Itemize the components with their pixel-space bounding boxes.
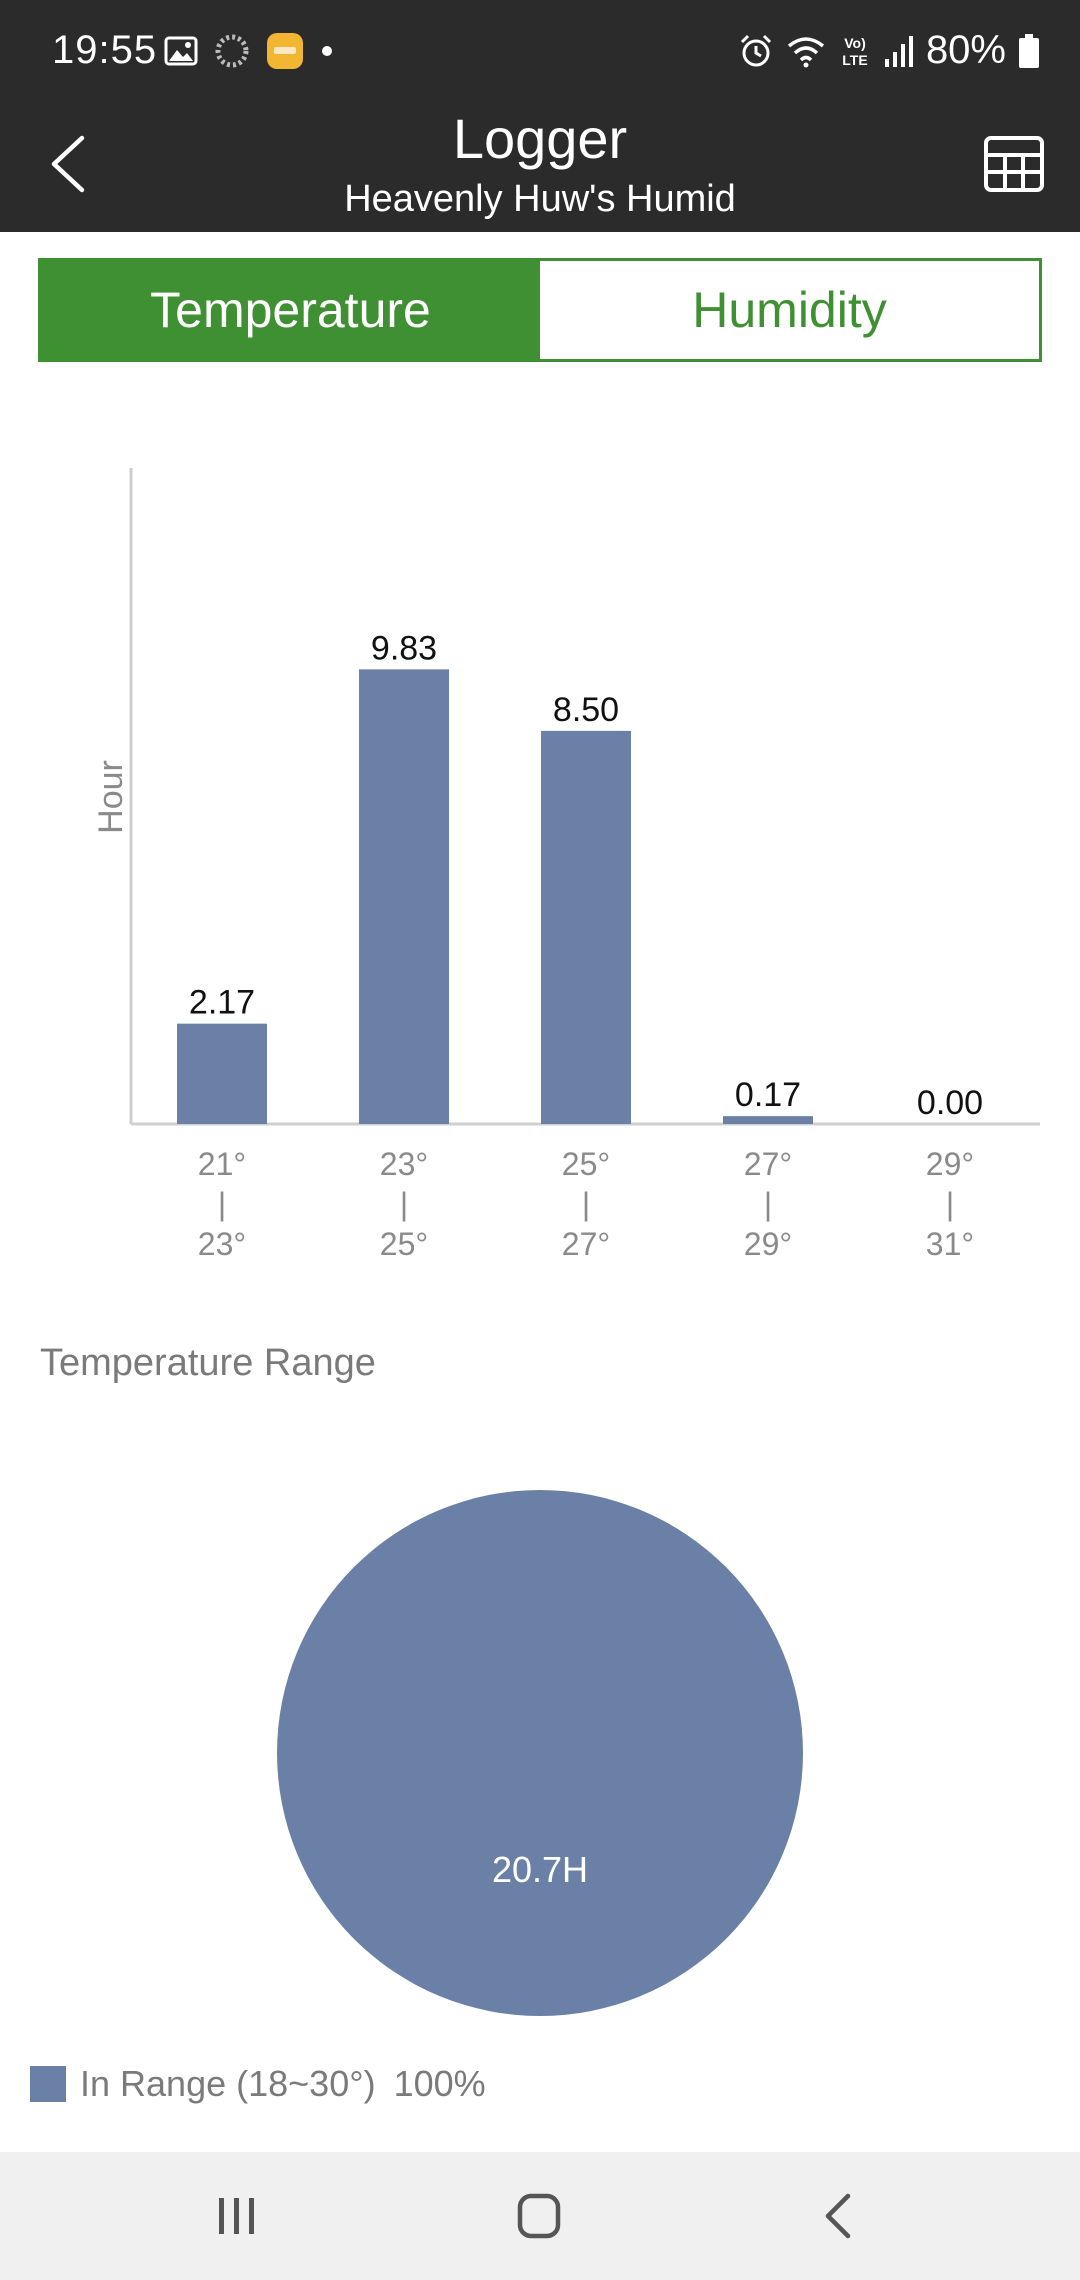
table-view-icon[interactable] [976, 126, 1052, 202]
dot-icon [322, 46, 332, 56]
page-title: Logger [452, 107, 628, 170]
x-tick-label-to: 23° [198, 1226, 246, 1262]
signal-icon [884, 35, 913, 67]
x-tick-separator: | [400, 1186, 408, 1222]
pie-center-label: 20.7H [492, 1849, 588, 1890]
metric-toggle: Temperature Humidity [38, 258, 1042, 362]
pie-slice-in-range [277, 1490, 803, 2016]
svg-text:Vo): Vo) [844, 35, 866, 51]
temperature-range-pie: 20.7H [277, 1490, 803, 2016]
legend-label: In Range (18~30°) [80, 2063, 376, 2104]
alarm-icon [740, 34, 771, 66]
bar-value-label: 0.17 [735, 1076, 801, 1114]
app-bar: Logger Heavenly Huw's Humid [0, 104, 1080, 232]
bar [359, 669, 449, 1124]
home-icon[interactable] [509, 2188, 569, 2244]
x-tick-separator: | [218, 1186, 226, 1222]
y-axis-label: Hour [92, 760, 130, 834]
bar-value-label: 8.50 [553, 691, 619, 729]
page-subtitle: Heavenly Huw's Humid [344, 178, 736, 220]
status-time: 19:55 [52, 28, 158, 72]
pie-legend: In Range (18~30°) 100% [30, 2063, 486, 2105]
bar [541, 730, 631, 1124]
system-nav-bar [0, 2152, 1080, 2280]
x-tick-separator: | [764, 1186, 772, 1222]
x-tick-label-from: 23° [380, 1146, 428, 1182]
bar-value-label: 0.00 [917, 1084, 983, 1122]
recent-apps-icon[interactable] [207, 2188, 267, 2244]
back-arrow-icon[interactable] [36, 124, 108, 204]
app-notification-icon [267, 33, 303, 69]
gallery-icon [164, 36, 198, 66]
temperature-histogram: Hour 2.17 21° | 23° 9.83 23° | 25° 8.50 25° | 27° 0.1… [92, 468, 1040, 1262]
tab-temperature[interactable]: Temperature [41, 261, 540, 359]
temperature-range-title: Temperature Range [40, 1342, 376, 1384]
x-tick-separator: | [946, 1186, 954, 1222]
x-tick-separator: | [582, 1186, 590, 1222]
legend-swatch [30, 2066, 66, 2102]
x-tick-label-to: 25° [380, 1226, 428, 1262]
svg-text:LTE: LTE [842, 52, 867, 68]
wifi-icon [787, 36, 825, 67]
x-tick-label-to: 29° [744, 1226, 792, 1262]
bar [723, 1116, 813, 1124]
battery-percent: 80% [925, 28, 1006, 72]
x-tick-label-from: 27° [744, 1146, 792, 1182]
x-tick-label-to: 31° [926, 1226, 974, 1262]
bar [177, 1023, 267, 1124]
loading-ring-icon [215, 34, 249, 68]
nav-back-icon[interactable] [811, 2188, 871, 2244]
status-bar: 19:55 Vo) LTE [0, 0, 1080, 104]
x-tick-label-from: 29° [926, 1146, 974, 1182]
volte-icon: Vo) LTE [842, 35, 867, 68]
bar-value-label: 2.17 [189, 984, 255, 1022]
x-tick-label-from: 25° [562, 1146, 610, 1182]
battery-icon [1019, 33, 1039, 68]
x-tick-label-from: 21° [198, 1146, 246, 1182]
tab-humidity[interactable]: Humidity [540, 261, 1039, 359]
x-tick-label-to: 27° [562, 1226, 610, 1262]
legend-percent: 100% [393, 2063, 486, 2104]
bar-value-label: 9.83 [371, 629, 437, 667]
